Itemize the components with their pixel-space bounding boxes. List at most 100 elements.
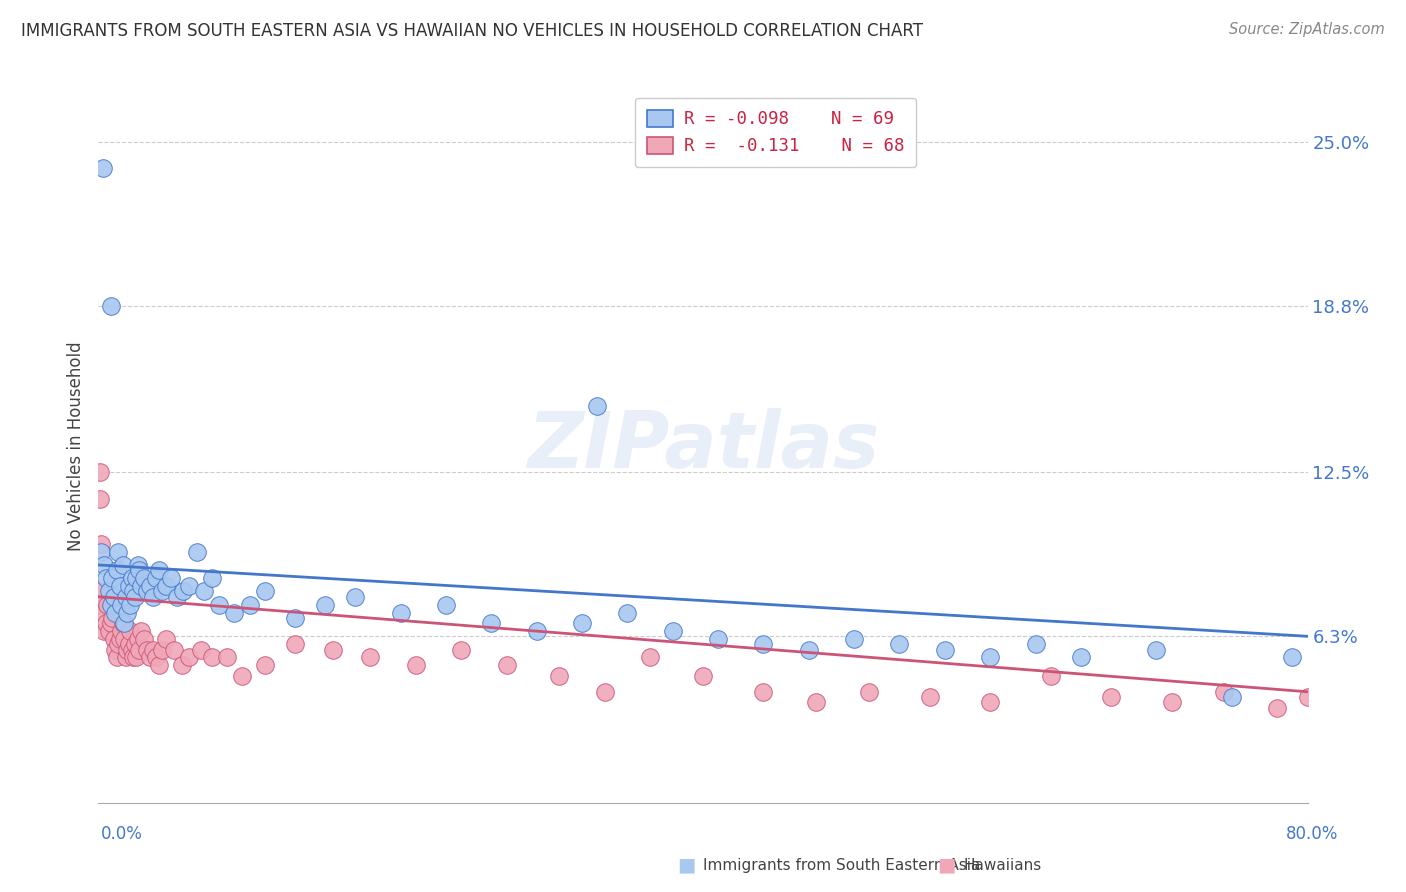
Point [93, 624, 115, 638]
Point [128, 642, 150, 657]
Point [105, 563, 128, 577]
Point [114, 650, 136, 665]
Point [434, 598, 457, 612]
Point [128, 563, 150, 577]
Point [112, 632, 135, 646]
Point [122, 650, 145, 665]
Point [1220, 690, 1243, 704]
Point [170, 658, 193, 673]
Point [124, 637, 146, 651]
Point [100, 598, 122, 612]
Point [100, 299, 122, 313]
Point [98, 624, 121, 638]
Point [125, 571, 148, 585]
Point [110, 624, 132, 638]
Point [129, 579, 152, 593]
Point [1099, 690, 1122, 704]
Point [1024, 637, 1046, 651]
Text: Hawaiians: Hawaiians [963, 858, 1042, 872]
Point [231, 669, 253, 683]
Point [979, 695, 1001, 709]
Text: 0.0%: 0.0% [101, 825, 143, 843]
Point [101, 611, 124, 625]
Point [495, 658, 517, 673]
Point [125, 650, 148, 665]
Point [208, 598, 231, 612]
Point [201, 571, 224, 585]
Point [662, 624, 685, 638]
Point [450, 642, 472, 657]
Point [110, 598, 132, 612]
Text: ZIPatlas: ZIPatlas [527, 408, 879, 484]
Point [120, 624, 142, 638]
Point [135, 642, 157, 657]
Point [638, 650, 661, 665]
Point [284, 611, 307, 625]
Point [224, 606, 246, 620]
Point [201, 650, 224, 665]
Point [979, 650, 1001, 665]
Point [122, 584, 145, 599]
Point [148, 563, 170, 577]
Point [121, 571, 143, 585]
Point [112, 616, 135, 631]
Point [115, 642, 138, 657]
Point [150, 642, 173, 657]
Point [96, 598, 118, 612]
Text: ■: ■ [678, 855, 696, 875]
Point [1039, 669, 1062, 683]
Point [150, 584, 173, 599]
Point [111, 616, 134, 631]
Point [918, 690, 941, 704]
Point [103, 590, 125, 604]
Point [104, 606, 127, 620]
Point [91, 606, 114, 620]
Point [344, 590, 367, 604]
Point [172, 584, 194, 599]
Point [142, 590, 165, 604]
Point [314, 598, 336, 612]
Point [179, 650, 201, 665]
Point [90, 537, 112, 551]
Point [120, 598, 142, 612]
Point [132, 632, 155, 646]
Point [129, 624, 152, 638]
Point [1267, 700, 1289, 714]
Point [160, 571, 183, 585]
Point [89, 491, 111, 506]
Point [118, 579, 141, 593]
Text: IMMIGRANTS FROM SOUTH EASTERN ASIA VS HAWAIIAN NO VEHICLES IN HOUSEHOLD CORRELAT: IMMIGRANTS FROM SOUTH EASTERN ASIA VS HA… [21, 22, 924, 40]
Point [389, 606, 412, 620]
Point [284, 637, 307, 651]
Point [593, 685, 616, 699]
Point [148, 658, 170, 673]
Point [105, 650, 128, 665]
Point [98, 584, 121, 599]
Point [193, 584, 215, 599]
Point [139, 579, 162, 593]
Point [142, 642, 165, 657]
Point [90, 598, 112, 612]
Point [215, 650, 238, 665]
Point [139, 650, 162, 665]
Point [89, 466, 111, 480]
Point [239, 598, 262, 612]
Point [101, 571, 124, 585]
Point [858, 685, 880, 699]
Text: 80.0%: 80.0% [1286, 825, 1339, 843]
Point [548, 669, 571, 683]
Text: Immigrants from South Eastern Asia: Immigrants from South Eastern Asia [703, 858, 980, 872]
Point [190, 642, 212, 657]
Point [752, 685, 775, 699]
Point [100, 616, 122, 631]
Point [124, 590, 146, 604]
Point [132, 571, 155, 585]
Point [405, 658, 427, 673]
Point [707, 632, 730, 646]
Point [145, 571, 167, 585]
Point [571, 616, 593, 631]
Point [934, 642, 956, 657]
Point [93, 558, 115, 572]
Y-axis label: No Vehicles in Household: No Vehicles in Household [67, 341, 86, 551]
Point [253, 584, 276, 599]
